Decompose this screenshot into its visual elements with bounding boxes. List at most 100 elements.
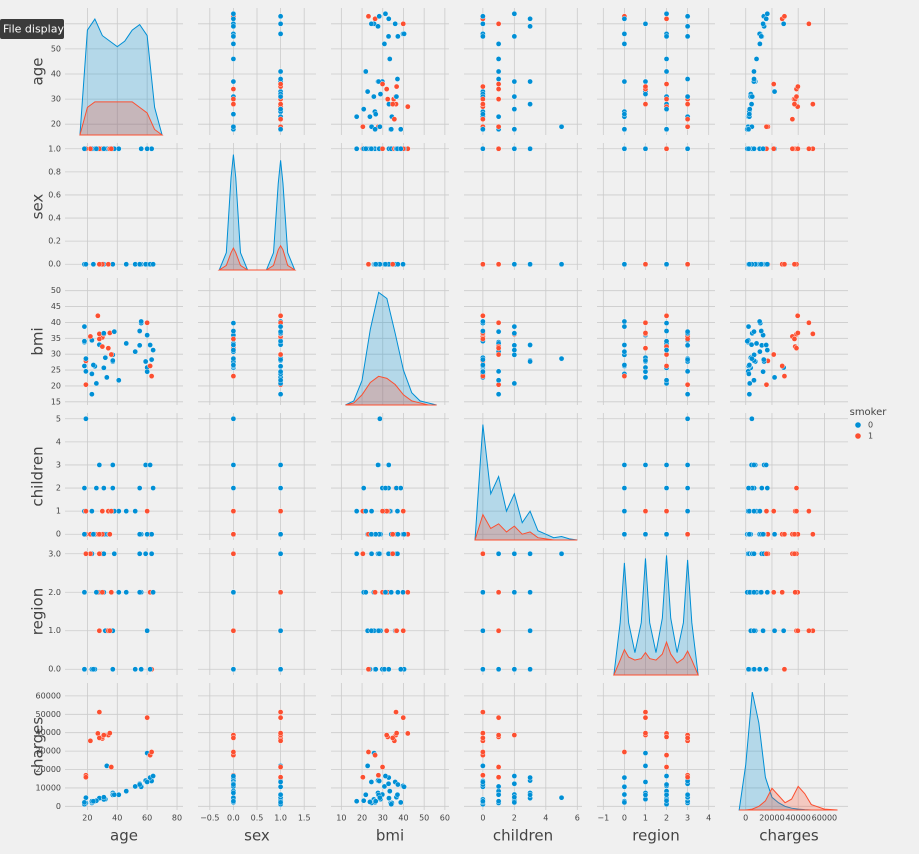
point <box>480 126 486 133</box>
panel <box>464 143 582 270</box>
point <box>277 709 284 715</box>
point <box>663 312 670 319</box>
point <box>771 531 778 538</box>
point <box>763 123 770 130</box>
point <box>663 96 670 102</box>
point <box>230 627 237 634</box>
point <box>684 23 691 30</box>
point <box>367 113 373 120</box>
point <box>150 347 156 353</box>
point <box>642 21 649 27</box>
point <box>621 531 628 538</box>
point <box>230 373 237 379</box>
point <box>684 415 691 422</box>
point <box>642 78 649 85</box>
x-tick-label: 6 <box>575 814 580 823</box>
point <box>795 627 801 634</box>
point <box>495 41 502 47</box>
y-tick-label: 0.8 <box>48 167 61 176</box>
point <box>101 330 107 337</box>
point <box>791 531 798 538</box>
x-tick-label: 0.0 <box>227 814 240 823</box>
point <box>401 784 407 790</box>
point <box>230 123 237 130</box>
point <box>109 485 116 491</box>
y-axis-label: charges <box>29 717 47 777</box>
y-tick-label: 30 <box>51 95 61 104</box>
point <box>527 261 533 268</box>
point <box>642 462 649 468</box>
point <box>753 340 760 347</box>
panel <box>464 413 582 541</box>
y-tick-label: 0.4 <box>48 214 61 223</box>
point <box>123 589 130 596</box>
point <box>480 33 486 40</box>
point <box>621 78 628 85</box>
kde-area <box>613 640 699 676</box>
x-tick-label: 4 <box>706 814 711 823</box>
point <box>795 145 801 152</box>
y-tick-label: 2.0 <box>48 588 61 597</box>
point <box>480 735 486 741</box>
point <box>89 371 95 377</box>
point <box>277 76 284 82</box>
point <box>230 735 237 741</box>
point <box>806 145 812 152</box>
panel <box>65 8 183 136</box>
y-tick-label: 3.0 <box>48 549 61 558</box>
point <box>136 328 143 334</box>
point <box>684 328 691 335</box>
point <box>771 88 778 95</box>
point <box>107 531 113 538</box>
point <box>511 261 518 268</box>
panel <box>65 683 183 810</box>
panel-background <box>730 143 848 270</box>
point <box>684 93 691 100</box>
point <box>745 323 752 330</box>
panel <box>597 413 715 540</box>
point <box>394 76 401 82</box>
point <box>375 627 382 634</box>
point <box>480 116 486 122</box>
point <box>663 781 670 788</box>
point <box>230 362 237 368</box>
point <box>138 318 144 325</box>
point <box>480 96 486 102</box>
point <box>93 145 100 152</box>
point <box>558 550 565 557</box>
point <box>764 589 771 596</box>
panel <box>597 8 715 135</box>
point <box>621 462 628 468</box>
kde-area <box>474 513 578 541</box>
point <box>495 68 502 75</box>
point <box>382 10 389 17</box>
point <box>781 666 788 673</box>
point <box>495 96 502 102</box>
point <box>389 101 396 107</box>
point <box>771 627 778 634</box>
point <box>93 589 100 596</box>
point <box>144 779 150 785</box>
point <box>277 323 284 330</box>
panel-background <box>597 8 715 135</box>
point <box>511 330 518 337</box>
point <box>96 550 103 557</box>
point <box>642 261 649 268</box>
point <box>277 377 284 384</box>
point <box>663 791 670 798</box>
point <box>96 531 103 538</box>
point <box>111 328 118 335</box>
point <box>81 363 88 369</box>
point <box>108 145 115 152</box>
point <box>770 81 777 87</box>
point <box>372 666 379 673</box>
x-tick-label: 60 <box>142 814 152 823</box>
point <box>642 83 649 90</box>
point <box>511 323 518 330</box>
point <box>480 21 486 27</box>
panel <box>198 278 316 405</box>
point <box>99 343 106 350</box>
point <box>150 261 156 268</box>
point <box>230 781 237 788</box>
panel <box>65 143 183 270</box>
